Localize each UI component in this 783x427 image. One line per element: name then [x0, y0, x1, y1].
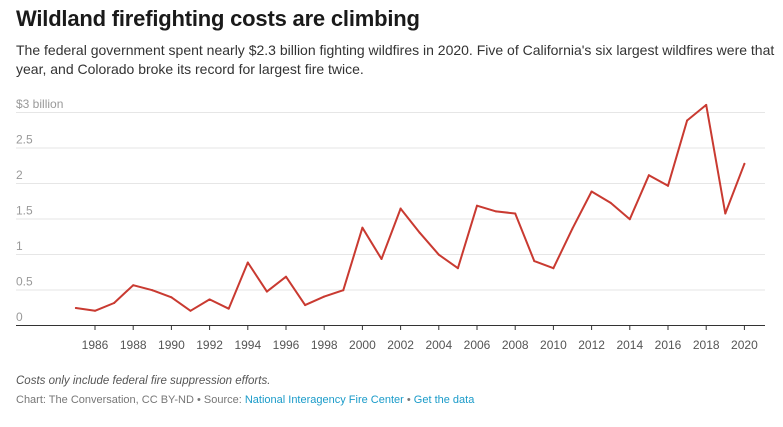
y-tick-label: 2 — [16, 168, 23, 182]
get-data-link[interactable]: Get the data — [413, 394, 475, 406]
x-tick-label: 2000 — [349, 338, 376, 352]
data-point — [132, 284, 135, 287]
y-tick-label: 0.5 — [16, 275, 33, 289]
x-tick-label: 2010 — [540, 338, 567, 352]
data-point — [724, 212, 727, 215]
data-point — [456, 267, 459, 270]
data-point — [113, 301, 116, 304]
data-point — [418, 231, 421, 234]
data-point — [208, 298, 211, 301]
data-point — [552, 267, 555, 270]
data-point — [705, 103, 708, 106]
data-point — [495, 210, 498, 213]
data-point — [342, 289, 345, 292]
data-point — [609, 201, 612, 204]
data-point — [667, 184, 669, 187]
data-point — [189, 309, 192, 312]
data-point — [437, 253, 440, 256]
data-point — [361, 226, 364, 229]
x-tick-label: 2018 — [693, 338, 720, 352]
data-point — [323, 295, 326, 298]
y-tick-label: 1.5 — [16, 204, 33, 218]
x-tick-label: 2006 — [464, 338, 491, 352]
x-tick-label: 1992 — [196, 338, 223, 352]
data-point — [94, 309, 96, 312]
data-point — [265, 290, 268, 293]
data-point — [514, 212, 517, 215]
source-link[interactable]: National Interagency Fire Center — [244, 394, 404, 406]
data-point — [399, 207, 402, 210]
y-tick-label: $3 billion — [16, 97, 63, 111]
data-point — [170, 296, 173, 299]
data-point — [571, 227, 574, 230]
y-tick-label: 2.5 — [16, 133, 33, 147]
data-point — [380, 257, 383, 260]
data-point — [151, 289, 154, 292]
x-axis: 1986 1988 1990 1992 1994 1996 1998 2000 2002 2004… — [16, 325, 765, 352]
data-point — [628, 218, 631, 221]
data-point — [533, 260, 536, 263]
x-tick-label: 1990 — [158, 338, 185, 352]
y-tick-label: 0 — [16, 310, 23, 324]
data-point — [74, 306, 77, 309]
x-tick-label: 2008 — [502, 338, 529, 352]
data-point — [304, 304, 307, 307]
x-tick-label: 2002 — [387, 338, 414, 352]
x-tick-label: 1994 — [234, 338, 261, 352]
credit-separator: • — [403, 394, 414, 406]
y-axis-ticks: 0 0.5 1 1.5 2 2.5 $3 billion — [16, 97, 63, 324]
series-layer — [74, 103, 746, 312]
y-tick-label: 1 — [16, 239, 23, 253]
data-point — [246, 261, 249, 264]
chart-credit: Chart: The Conversation, CC BY-ND • Sour… — [16, 394, 474, 406]
x-tick-label: 1988 — [120, 338, 147, 352]
x-tick-label: 2004 — [425, 338, 452, 352]
x-tick-label: 1998 — [311, 338, 338, 352]
x-tick-label: 1986 — [82, 338, 109, 352]
data-point — [476, 204, 478, 207]
gridlines — [16, 112, 765, 291]
x-tick-label: 2016 — [655, 338, 682, 352]
chart-title: Wildland firefighting costs are climbing — [16, 6, 420, 31]
x-tick-label: 1996 — [273, 338, 300, 352]
credit-prefix: Chart: The Conversation, CC BY-ND • Sour… — [16, 394, 245, 406]
data-point — [647, 174, 650, 177]
data-point — [686, 119, 689, 122]
data-point — [590, 190, 593, 193]
chart-subtitle: The federal government spent nearly $2.3… — [16, 42, 775, 77]
x-tick-label: 2014 — [616, 338, 643, 352]
data-point — [285, 275, 287, 278]
x-tick-label: 2020 — [731, 338, 758, 352]
x-tick-label: 2012 — [578, 338, 605, 352]
data-point — [743, 162, 746, 165]
data-point — [227, 307, 230, 310]
chart-note: Costs only include federal fire suppress… — [16, 375, 271, 387]
series-line — [74, 103, 746, 312]
